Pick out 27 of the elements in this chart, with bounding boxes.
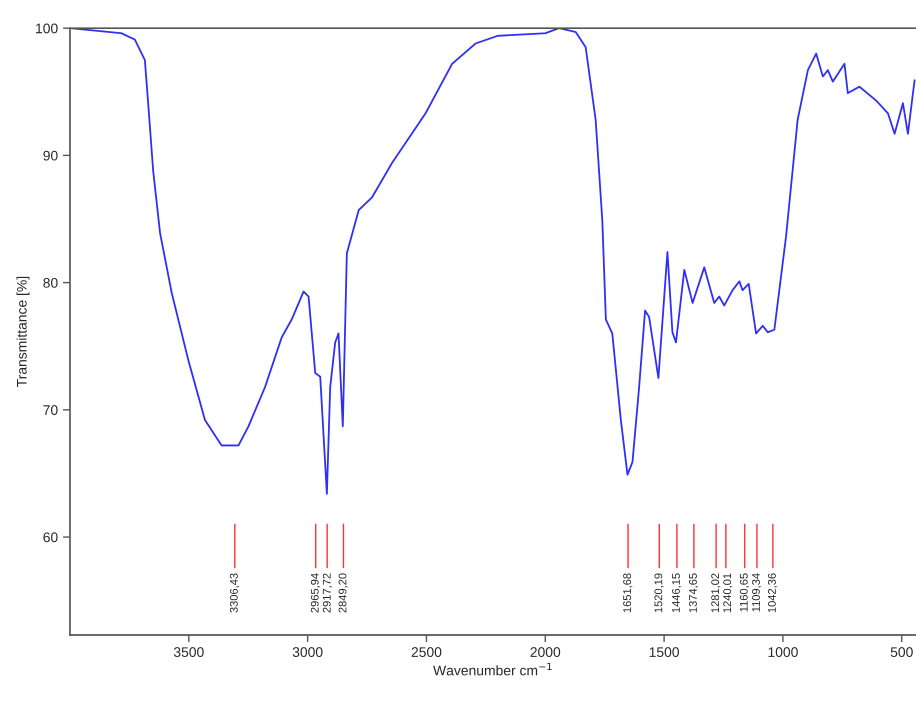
ref-line-label: 2965,94 xyxy=(310,573,320,613)
ref-line-label: 2917,72 xyxy=(322,573,332,613)
x-tick-label: 500 xyxy=(890,647,913,658)
y-tick-label: 80 xyxy=(43,278,58,288)
ref-line-label: 3306,43 xyxy=(230,573,240,613)
x-tick-label: 2000 xyxy=(530,647,560,658)
ref-line-label: 1446,15 xyxy=(672,573,682,612)
ref-line-label: 1520,19 xyxy=(654,573,664,612)
ref-line-label: 1160,65 xyxy=(740,573,750,612)
ref-line-label: 1042,36 xyxy=(768,573,778,612)
y-axis-title: Transmittance [%] xyxy=(16,276,30,387)
ref-line-label: 1240,01 xyxy=(723,573,732,612)
y-tick-label: 100 xyxy=(36,23,58,34)
ref-line-label: 2849,20 xyxy=(338,573,348,613)
x-tick-label: 2500 xyxy=(412,647,442,658)
ref-line-label: 1374,65 xyxy=(689,573,698,612)
y-tick-label: 90 xyxy=(43,150,58,161)
ref-line-label: 1281,02 xyxy=(711,573,720,612)
x-tick-label: 1500 xyxy=(650,647,680,658)
ref-line-label: 1651,68 xyxy=(623,573,632,612)
y-tick-label: 60 xyxy=(43,532,58,542)
y-tick-label: 70 xyxy=(43,405,58,415)
x-tick-label: 3000 xyxy=(292,647,323,658)
x-tick-label: 1000 xyxy=(768,647,798,658)
x-axis-title: Wavenumber cm$^{−1}$ xyxy=(433,662,552,676)
x-tick-label: 3500 xyxy=(174,647,204,658)
ref-line-label: 1109,34 xyxy=(752,573,762,612)
